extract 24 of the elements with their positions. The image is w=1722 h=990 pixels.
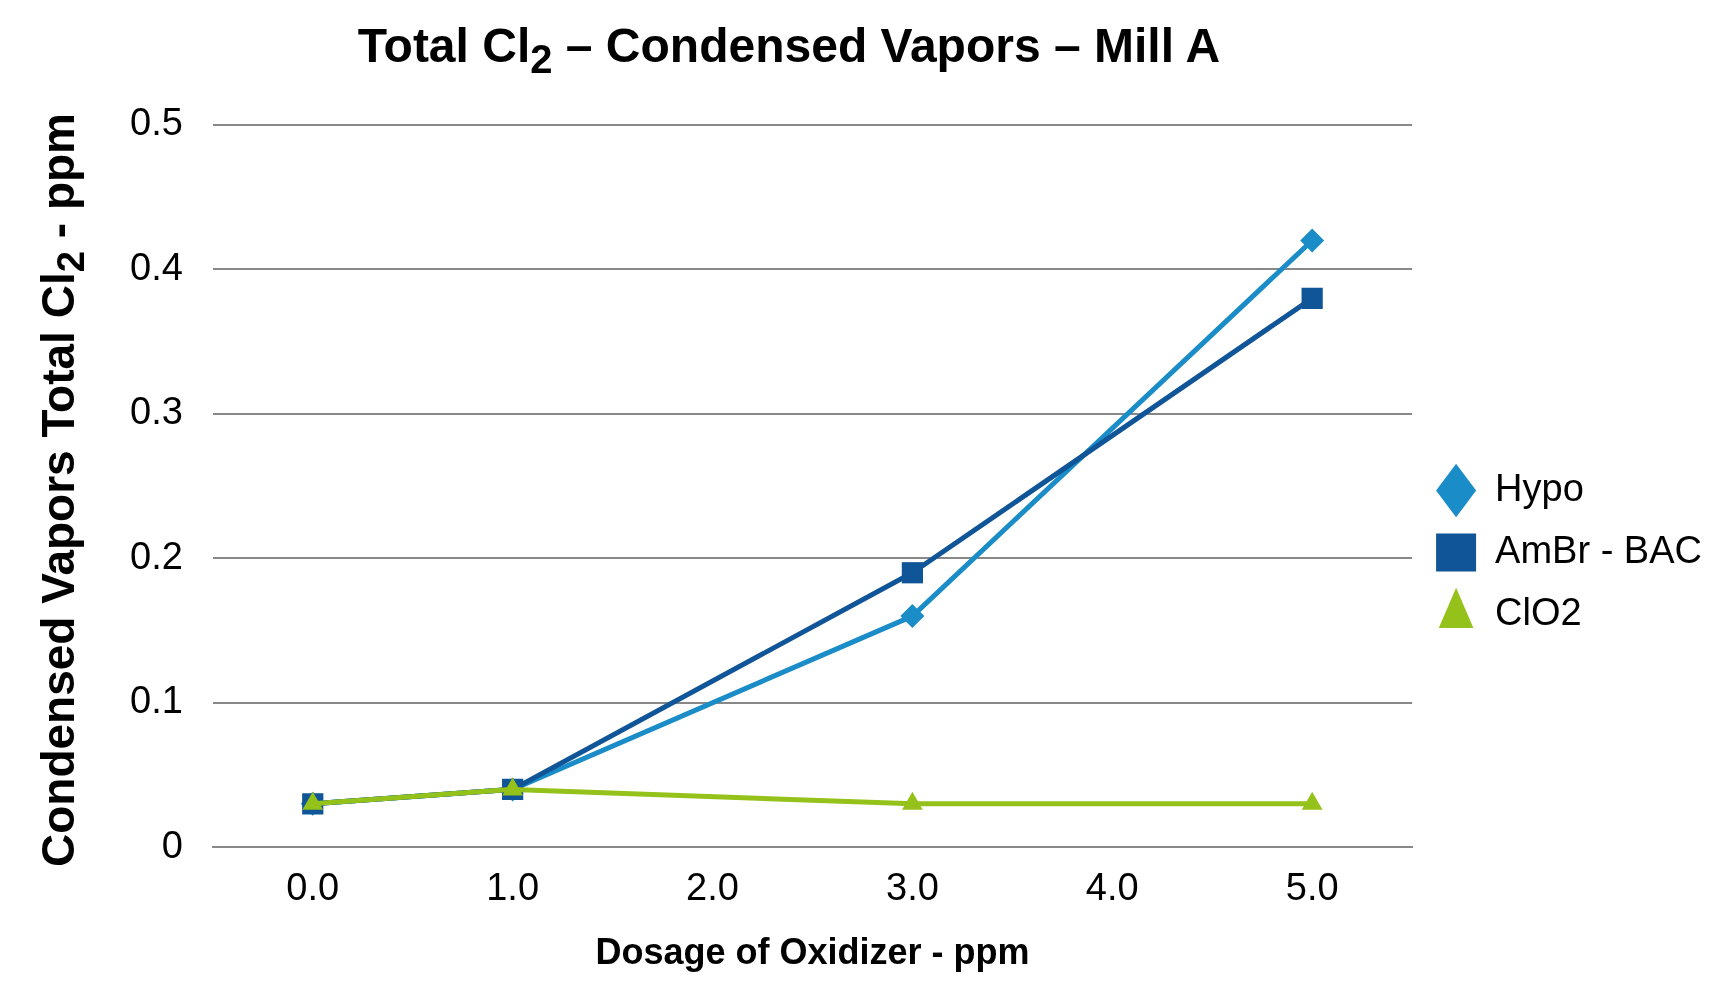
point <box>901 562 924 584</box>
point <box>1301 791 1323 810</box>
legend-label: Hypo <box>1495 466 1584 509</box>
y-tick-label: 0.5 <box>130 101 183 144</box>
point <box>302 791 324 810</box>
x-tick-label: 3.0 <box>885 866 939 909</box>
point <box>1300 228 1325 253</box>
chart-title: Total Cl$_{2}$ – Condensed Vapors – Mill A <box>356 18 1222 82</box>
y-tick-label: 0.2 <box>130 534 183 577</box>
legend-label: AmBr - BAC <box>1495 528 1702 571</box>
x-axis-title: Dosage of Oxidizer - ppm <box>595 931 1030 973</box>
y-tick-label: 0.4 <box>130 245 183 288</box>
x-tick-label: 2.0 <box>686 866 739 909</box>
legend-label: ClO2 <box>1495 590 1582 633</box>
y-tick-label: 0.1 <box>130 679 183 722</box>
point <box>1301 287 1323 309</box>
point <box>502 777 524 796</box>
x-tick-label: 4.0 <box>1085 866 1139 909</box>
x-tick-label: 0.0 <box>286 866 340 909</box>
y-tick-label: 0.3 <box>130 390 183 433</box>
x-tick-label: 1.0 <box>486 866 540 909</box>
y-tick-label: 0 <box>161 823 183 866</box>
x-tick-label: 5.0 <box>1285 866 1339 909</box>
point <box>902 791 923 810</box>
